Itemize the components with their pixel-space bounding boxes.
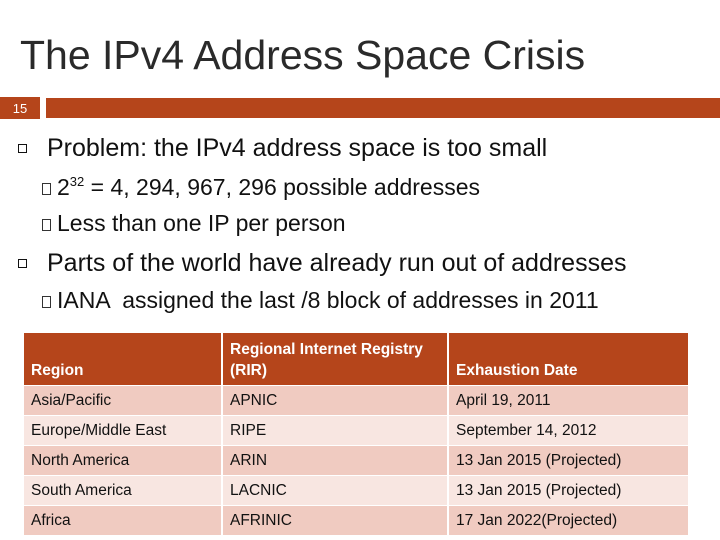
square-sub-bullet-icon <box>42 182 51 195</box>
square-bullet-icon <box>18 144 27 153</box>
table-row: South America LACNIC 13 Jan 2015 (Projec… <box>24 475 688 506</box>
sub-bullet-item: IANA assigned the last /8 block of addre… <box>42 287 599 314</box>
table-row: Asia/Pacific APNIC April 19, 2011 <box>24 385 688 416</box>
header-region: Region <box>24 333 223 386</box>
cell-region: Asia/Pacific <box>24 385 223 416</box>
cell-rir: APNIC <box>222 385 449 416</box>
exponent: 32 <box>69 174 85 189</box>
cell-rir: RIPE <box>222 415 449 446</box>
exponent-rest: = 4, 294, 967, 296 possible addresses <box>84 174 481 200</box>
bullet-text: Problem: the IPv4 address space is too s… <box>47 134 548 162</box>
cell-rir: AFRINIC <box>222 505 449 535</box>
header-rir: Regional Internet Registry (RIR) <box>222 333 449 386</box>
cell-region: Africa <box>24 505 223 535</box>
bullet-item: Problem: the IPv4 address space is too s… <box>18 134 547 163</box>
cell-date: 13 Jan 2015 (Projected) <box>448 475 688 506</box>
sub-bullet-item: Less than one IP per person <box>42 210 346 237</box>
square-sub-bullet-icon <box>42 218 51 231</box>
title-divider-bar <box>46 98 720 118</box>
sub-bullet-text: IANA assigned the last /8 block of addre… <box>57 287 599 313</box>
slide-number: 15 <box>0 97 40 119</box>
exponent-base: 2 <box>57 174 70 200</box>
square-sub-bullet-icon <box>42 295 51 308</box>
sub-bullet-text: Less than one IP per person <box>57 210 346 236</box>
bullet-item: Parts of the world have already run out … <box>18 249 627 278</box>
cell-date: 17 Jan 2022(Projected) <box>448 505 688 535</box>
table-row: Europe/Middle East RIPE September 14, 20… <box>24 415 688 446</box>
rir-exhaustion-table: Region Regional Internet Registry (RIR) … <box>24 333 688 535</box>
cell-date: September 14, 2012 <box>448 415 688 446</box>
sub-bullet-text: 232 = 4, 294, 967, 296 possible addresse… <box>57 174 480 201</box>
header-exhaustion-date: Exhaustion Date <box>448 333 688 386</box>
sub-bullet-item: 232 = 4, 294, 967, 296 possible addresse… <box>42 174 480 201</box>
cell-date: 13 Jan 2015 (Projected) <box>448 445 688 476</box>
table-row: Africa AFRINIC 17 Jan 2022(Projected) <box>24 505 688 535</box>
cell-region: North America <box>24 445 223 476</box>
cell-region: South America <box>24 475 223 506</box>
cell-rir: LACNIC <box>222 475 449 506</box>
cell-rir: ARIN <box>222 445 449 476</box>
bullet-text: Parts of the world have already run out … <box>47 249 627 277</box>
cell-region: Europe/Middle East <box>24 415 223 446</box>
table-header-row: Region Regional Internet Registry (RIR) … <box>24 333 688 386</box>
slide-title: The IPv4 Address Space Crisis <box>20 32 586 78</box>
table-row: North America ARIN 13 Jan 2015 (Projecte… <box>24 445 688 476</box>
cell-date: April 19, 2011 <box>448 385 688 416</box>
square-bullet-icon <box>18 259 27 268</box>
